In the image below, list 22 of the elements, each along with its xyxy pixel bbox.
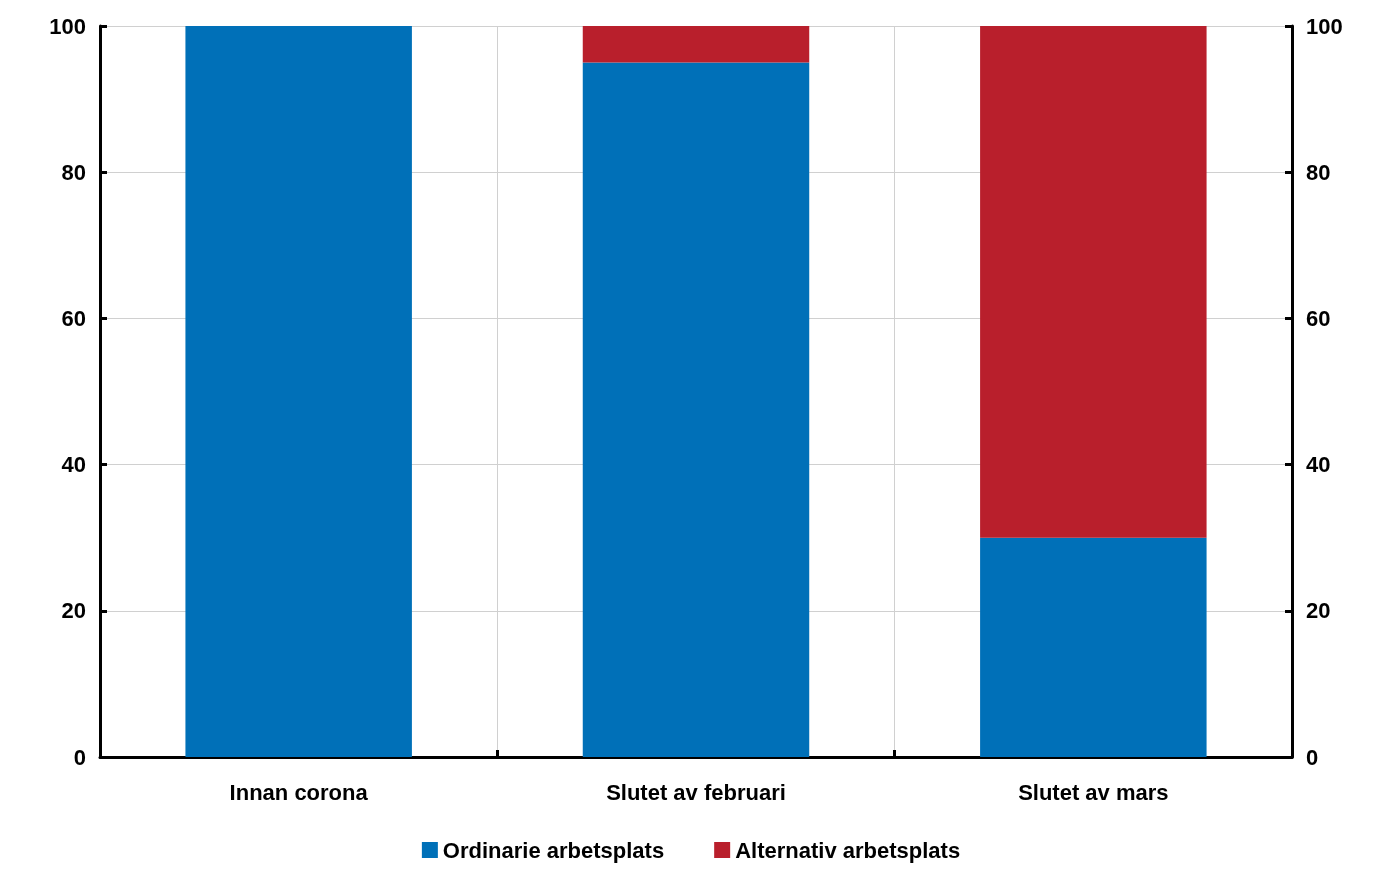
y-tick-label: 0 [73,744,86,770]
x-tick-label: Slutet av februari [606,779,786,805]
legend-label: Ordinarie arbetsplats [442,837,665,863]
x-tick-label: Innan corona [229,779,369,805]
y2-tick-label: 60 [1306,305,1331,331]
x-tick-label: Slutet av mars [1018,779,1169,805]
y2-tick-label: 20 [1306,598,1331,624]
bar [582,26,810,63]
bar [582,62,810,757]
y-tick-label: 100 [49,13,86,39]
bar [185,26,412,757]
y2-tick-label: 40 [1306,452,1331,478]
bar [980,537,1207,757]
y-tick-label: 40 [61,452,86,478]
y2-tick-label: 0 [1306,744,1319,770]
y2-tick-label: 80 [1306,159,1331,185]
bar [980,26,1207,538]
legend-label: Alternativ arbetsplats [735,837,961,863]
y-tick-label: 60 [61,305,86,331]
y2-tick-label: 100 [1306,13,1343,39]
y-tick-label: 80 [61,159,86,185]
y-tick-label: 20 [61,598,86,624]
